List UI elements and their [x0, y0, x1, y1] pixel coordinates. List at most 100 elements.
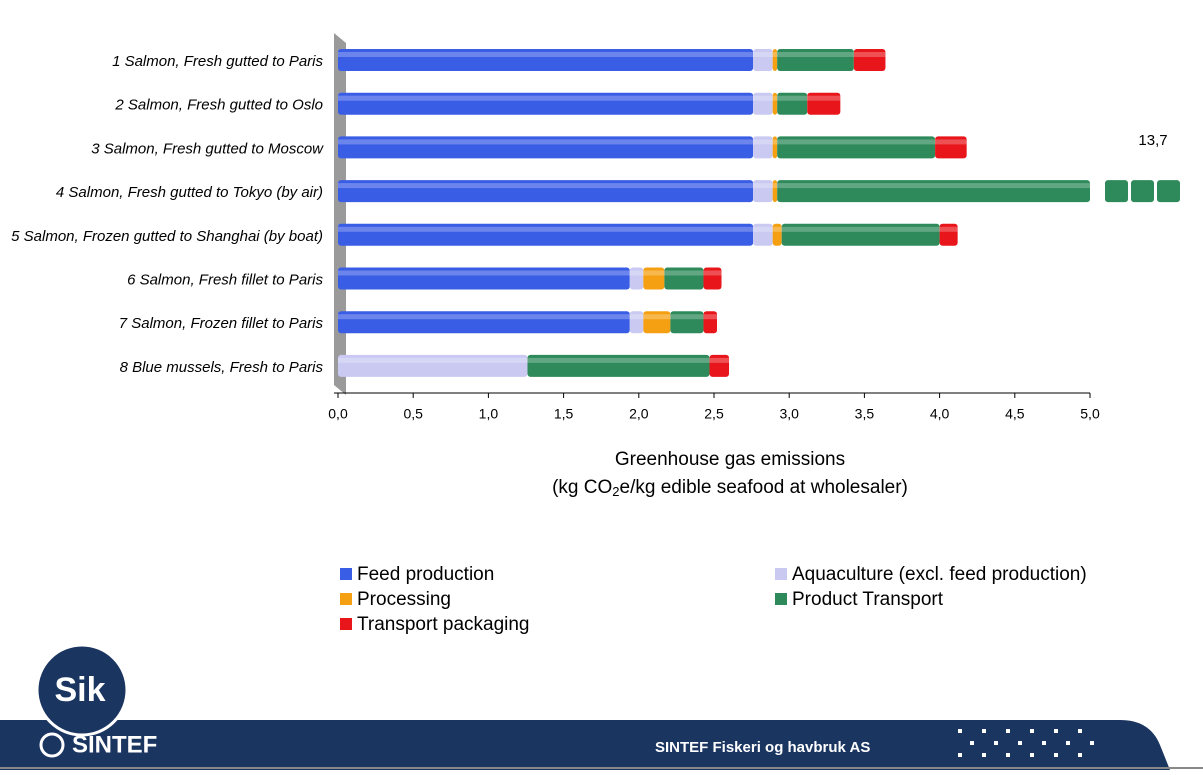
bar-shine: [338, 183, 1090, 189]
footer-dots: [958, 729, 1094, 757]
bar-segment: [777, 49, 854, 71]
bar-segment: [772, 223, 782, 246]
bar-segment: [338, 180, 754, 203]
bar-shine: [338, 226, 958, 232]
bar-segment: [338, 267, 630, 290]
footer-dot: [1054, 729, 1058, 733]
x-tick-label: 1,5: [554, 406, 574, 422]
bar-segment: [853, 49, 886, 71]
footer-dot: [982, 753, 986, 757]
value-label: 13,7: [1138, 132, 1167, 149]
x-axis-title: (kg CO2e/kg edible seafood at wholesaler…: [552, 477, 908, 499]
legend-label: Product Transport: [792, 589, 944, 610]
bar-segment: [939, 223, 958, 246]
bar-shine: [338, 270, 722, 276]
logo-icon: [39, 732, 65, 758]
footer-dot: [1054, 753, 1058, 757]
x-axis-title: Greenhouse gas emissions: [615, 449, 845, 470]
x-tick-label: 0,0: [328, 406, 348, 422]
x-tick-label: 2,0: [629, 406, 649, 422]
bar-segment: [643, 267, 665, 290]
bar-segment: [777, 180, 1090, 203]
badge-circle: [35, 643, 129, 737]
x-tick-label: 1,0: [479, 406, 499, 422]
x-axis-title-part: e/kg edible seafood at wholesaler): [620, 477, 908, 498]
bar-shine: [338, 139, 967, 145]
category-label: 1 Salmon, Fresh gutted to Paris: [112, 53, 323, 70]
legend-label: Processing: [357, 589, 451, 610]
bar-break: [1131, 180, 1154, 203]
x-axis-title-part: (kg CO: [552, 477, 612, 498]
footer-dot: [1078, 753, 1082, 757]
x-tick-label: 3,0: [779, 406, 799, 422]
bar-shine: [338, 95, 841, 101]
bar-segment: [807, 92, 841, 115]
legend-swatch: [340, 593, 352, 605]
badge-text: Sik: [54, 671, 105, 709]
bar-segment: [772, 49, 778, 71]
bar-break: [1105, 180, 1128, 203]
x-tick-label: 2,5: [704, 406, 724, 422]
bar-segment: [777, 92, 808, 115]
footer-dot: [1090, 741, 1094, 745]
bar-segment: [772, 180, 778, 203]
legend-label: Transport packaging: [357, 614, 530, 635]
category-label: 7 Salmon, Frozen fillet to Paris: [119, 315, 324, 332]
bar-segment: [753, 92, 773, 115]
category-label: 2 Salmon, Fresh gutted to Oslo: [114, 97, 323, 114]
footer-dot: [982, 729, 986, 733]
x-tick-label: 4,0: [930, 406, 950, 422]
bar-segment: [753, 136, 773, 159]
bar-segment: [338, 354, 528, 377]
legend: Feed production Aquaculture (excl. feed p…: [340, 564, 1087, 635]
category-label: 8 Blue mussels, Fresh to Paris: [120, 359, 324, 376]
axis-wall: [334, 33, 346, 395]
bar-segment: [643, 311, 671, 334]
bar-segment: [772, 136, 778, 159]
legend-label: Feed production: [357, 564, 494, 585]
bar-segment: [338, 49, 754, 71]
bar-segment: [935, 136, 967, 159]
plot: 0,0 0,5 1,0 1,5 2,0 2,5 3,0 3,5 4,0 4,5 5,0 1 Salmo…: [11, 49, 1180, 422]
footer-dot: [1018, 741, 1022, 745]
bar-segment: [703, 311, 718, 334]
x-tick-label: 4,5: [1005, 406, 1025, 422]
bar-shine: [338, 52, 886, 57]
bar-segment: [709, 354, 730, 377]
bar-segment: [338, 136, 754, 159]
footer-dot: [1030, 729, 1034, 733]
footer-dot: [1006, 753, 1010, 757]
footer-dot: [994, 741, 998, 745]
footer-dot: [1030, 753, 1034, 757]
bar-segment: [781, 223, 940, 246]
legend-label: Aquaculture (excl. feed production): [792, 564, 1087, 585]
category-label: 4 Salmon, Fresh gutted to Tokyo (by air): [56, 184, 323, 201]
legend-swatch: [775, 593, 787, 605]
bar-shine: [338, 357, 730, 363]
bar-segment: [629, 267, 644, 290]
bar-segment: [703, 267, 722, 290]
bar-segment: [772, 92, 778, 115]
bar-segment: [664, 267, 704, 290]
bar-segment: [338, 92, 754, 115]
legend-swatch: [340, 568, 352, 580]
bar-segment: [670, 311, 704, 334]
bar-shine: [338, 314, 718, 320]
x-tick-label: 5,0: [1080, 406, 1100, 422]
category-label: 5 Salmon, Frozen gutted to Shanghai (by …: [11, 228, 323, 245]
bar-segment: [753, 49, 773, 71]
x-tick-label: 0,5: [403, 406, 423, 422]
footer-dot: [958, 753, 962, 757]
footer-dot: [1066, 741, 1070, 745]
footer-band: [0, 720, 1170, 770]
category-label: 6 Salmon, Fresh fillet to Paris: [127, 271, 323, 288]
bar-segment: [338, 223, 754, 246]
footer-dot: [970, 741, 974, 745]
legend-swatch: [775, 568, 787, 580]
x-tick-label: 3,5: [855, 406, 875, 422]
footer-dot: [958, 729, 962, 733]
bar-segment: [527, 354, 710, 377]
bar-segment: [629, 311, 644, 334]
category-label: 3 Salmon, Fresh gutted to Moscow: [91, 140, 324, 157]
